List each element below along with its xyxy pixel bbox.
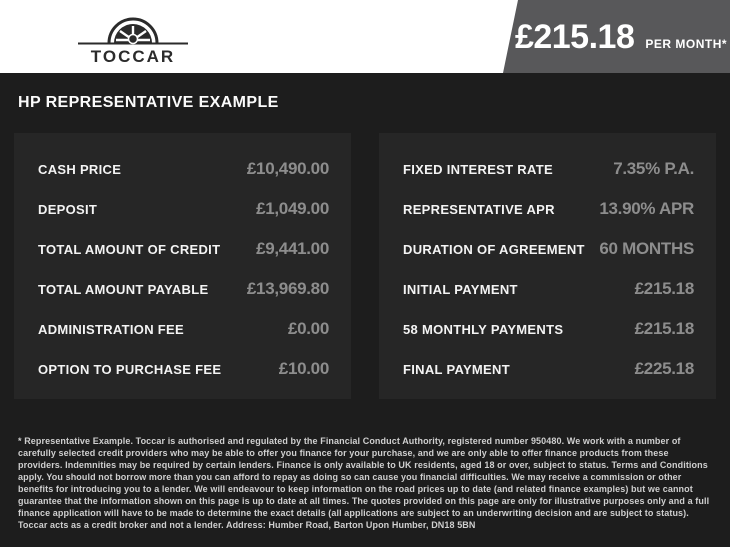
row-label: CASH PRICE bbox=[38, 161, 122, 177]
finance-row-monthly-payments: 58 MONTHLY PAYMENTS £215.18 bbox=[379, 309, 716, 349]
row-value: £10.00 bbox=[278, 359, 330, 378]
row-label: FIXED INTEREST RATE bbox=[403, 161, 553, 177]
row-value: £1,049.00 bbox=[256, 199, 329, 218]
monthly-price: £215.18 bbox=[514, 17, 635, 56]
wheel-icon bbox=[78, 6, 188, 46]
row-label: DEPOSIT bbox=[38, 201, 98, 217]
finance-panel-right: FIXED INTEREST RATE 7.35% P.A. REPRESENT… bbox=[379, 133, 716, 399]
finance-panels: CASH PRICE £10,490.00 DEPOSIT £1,049.00 … bbox=[14, 133, 716, 399]
monthly-price-banner: £215.18 PER MONTH* bbox=[503, 0, 730, 73]
toccar-logo[interactable]: TOCCAR bbox=[78, 6, 188, 67]
row-label: 58 MONTHLY PAYMENTS bbox=[403, 321, 564, 337]
finance-row-duration: DURATION OF AGREEMENT 60 MONTHS bbox=[379, 229, 716, 269]
row-value: £215.18 bbox=[634, 319, 695, 338]
row-label: OPTION TO PURCHASE FEE bbox=[38, 361, 222, 377]
row-value: £13,969.80 bbox=[246, 279, 329, 298]
site-header: TOCCAR £215.18 PER MONTH* bbox=[0, 0, 730, 73]
finance-example-section: HP REPRESENTATIVE EXAMPLE CASH PRICE £10… bbox=[0, 95, 730, 531]
page-title: HP REPRESENTATIVE EXAMPLE bbox=[18, 94, 279, 111]
finance-row-admin-fee: ADMINISTRATION FEE £0.00 bbox=[14, 309, 351, 349]
brand-name: TOCCAR bbox=[90, 47, 176, 66]
row-label: TOTAL AMOUNT OF CREDIT bbox=[38, 241, 221, 257]
finance-panel-left: CASH PRICE £10,490.00 DEPOSIT £1,049.00 … bbox=[14, 133, 351, 399]
row-label: TOTAL AMOUNT PAYABLE bbox=[38, 281, 209, 297]
finance-row-final-payment: FINAL PAYMENT £225.18 bbox=[379, 349, 716, 389]
row-value: £9,441.00 bbox=[256, 239, 329, 258]
finance-row-initial-payment: INITIAL PAYMENT £215.18 bbox=[379, 269, 716, 309]
finance-row-fixed-interest-rate: FIXED INTEREST RATE 7.35% P.A. bbox=[379, 149, 716, 189]
row-value: 7.35% P.A. bbox=[613, 159, 694, 178]
row-label: DURATION OF AGREEMENT bbox=[403, 241, 585, 257]
finance-row-representative-apr: REPRESENTATIVE APR 13.90% APR bbox=[379, 189, 716, 229]
row-value: £10,490.00 bbox=[246, 159, 329, 178]
finance-row-cash-price: CASH PRICE £10,490.00 bbox=[14, 149, 351, 189]
row-label: INITIAL PAYMENT bbox=[403, 281, 518, 297]
row-label: REPRESENTATIVE APR bbox=[403, 201, 555, 217]
row-value: £225.18 bbox=[634, 359, 695, 378]
row-value: £215.18 bbox=[634, 279, 695, 298]
row-label: FINAL PAYMENT bbox=[403, 361, 510, 377]
row-value: £0.00 bbox=[287, 319, 329, 338]
finance-row-total-payable: TOTAL AMOUNT PAYABLE £13,969.80 bbox=[14, 269, 351, 309]
row-label: ADMINISTRATION FEE bbox=[38, 321, 184, 337]
row-value: 13.90% APR bbox=[599, 199, 694, 218]
finance-row-deposit: DEPOSIT £1,049.00 bbox=[14, 189, 351, 229]
monthly-price-suffix: PER MONTH* bbox=[645, 36, 728, 51]
representative-example-disclaimer: * Representative Example. Toccar is auth… bbox=[18, 436, 710, 530]
row-value: 60 MONTHS bbox=[599, 239, 694, 258]
finance-row-total-credit: TOTAL AMOUNT OF CREDIT £9,441.00 bbox=[14, 229, 351, 269]
finance-row-option-to-purchase-fee: OPTION TO PURCHASE FEE £10.00 bbox=[14, 349, 351, 389]
